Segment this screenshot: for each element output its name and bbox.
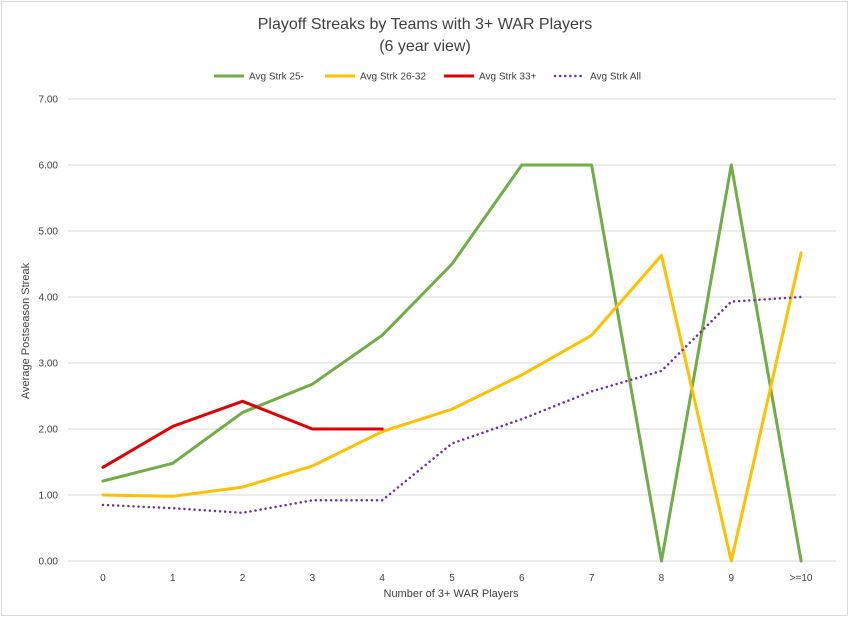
x-tick-label: 3 — [310, 573, 316, 584]
gridlines — [68, 98, 836, 562]
y-tick-label: 6.00 — [39, 161, 59, 172]
x-tick-label: 0 — [100, 573, 106, 584]
y-tick-label: 7.00 — [39, 95, 59, 106]
x-tick-label: >=10 — [790, 573, 813, 584]
x-tick-label: 5 — [449, 573, 455, 584]
y-tick-label: 3.00 — [39, 359, 59, 370]
y-axis-ticks: 0.00 1.00 2.00 3.00 4.00 5.00 6.00 7.00 — [39, 95, 59, 568]
x-tick-label: 2 — [240, 573, 246, 584]
series-line-1 — [101, 251, 803, 563]
legend: Avg Strk 25- Avg Strk 26-32 Avg Strk 33+ Av… — [214, 72, 641, 83]
series-line-0 — [101, 163, 803, 563]
x-tick-label: 7 — [589, 573, 595, 584]
series-line-3 — [101, 295, 803, 515]
x-axis-title: Number of 3+ WAR Players — [384, 588, 519, 600]
legend-label-2: Avg Strk 33+ — [479, 72, 537, 83]
y-tick-label: 0.00 — [39, 557, 59, 568]
x-tick-label: 1 — [170, 573, 176, 584]
chart-title: Playoff Streaks by Teams with 3+ WAR Pla… — [258, 16, 593, 33]
legend-label-3: Avg Strk All — [590, 72, 641, 83]
x-tick-label: 4 — [379, 573, 385, 584]
y-tick-label: 1.00 — [39, 491, 59, 502]
y-tick-label: 5.00 — [39, 227, 59, 238]
legend-label-0: Avg Strk 25- — [249, 72, 304, 83]
y-tick-label: 2.00 — [39, 425, 59, 436]
x-tick-label: 8 — [659, 573, 665, 584]
y-tick-label: 4.00 — [39, 293, 59, 304]
legend-label-1: Avg Strk 26-32 — [360, 72, 426, 83]
chart-subtitle: (6 year view) — [379, 38, 471, 55]
x-tick-label: 9 — [728, 573, 734, 584]
series-line-2 — [101, 399, 384, 469]
x-tick-label: 6 — [519, 573, 525, 584]
x-axis-ticks: 0 1 2 3 4 5 6 7 8 9 >=10 — [100, 573, 813, 584]
series-lines — [101, 163, 803, 563]
y-axis-title: Average Postseason Streak — [20, 262, 32, 399]
